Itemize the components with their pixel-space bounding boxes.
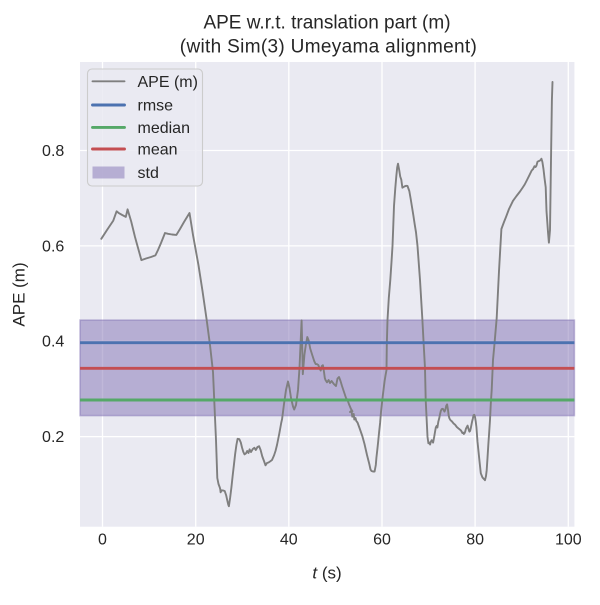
- svg-text:mean: mean: [138, 142, 178, 159]
- svg-text:APE (m): APE (m): [138, 74, 198, 91]
- svg-text:40: 40: [280, 532, 298, 549]
- svg-text:20: 20: [187, 532, 205, 549]
- svg-text:t (s): t (s): [312, 564, 341, 583]
- svg-text:0.8: 0.8: [42, 143, 64, 160]
- svg-text:0: 0: [98, 532, 107, 549]
- svg-text:median: median: [138, 120, 190, 137]
- svg-text:0.2: 0.2: [42, 429, 64, 446]
- svg-text:std: std: [138, 165, 159, 182]
- svg-text:60: 60: [373, 532, 391, 549]
- svg-text:APE w.r.t. translation part (m: APE w.r.t. translation part (m): [203, 13, 450, 34]
- svg-text:0.6: 0.6: [42, 238, 64, 255]
- svg-text:rmse: rmse: [138, 98, 174, 115]
- svg-text:APE (m): APE (m): [9, 262, 28, 326]
- svg-text:100: 100: [555, 532, 582, 549]
- svg-text:80: 80: [466, 532, 484, 549]
- svg-text:(with Sim(3) Umeyama alignment: (with Sim(3) Umeyama alignment): [180, 37, 477, 58]
- svg-text:0.4: 0.4: [42, 334, 64, 351]
